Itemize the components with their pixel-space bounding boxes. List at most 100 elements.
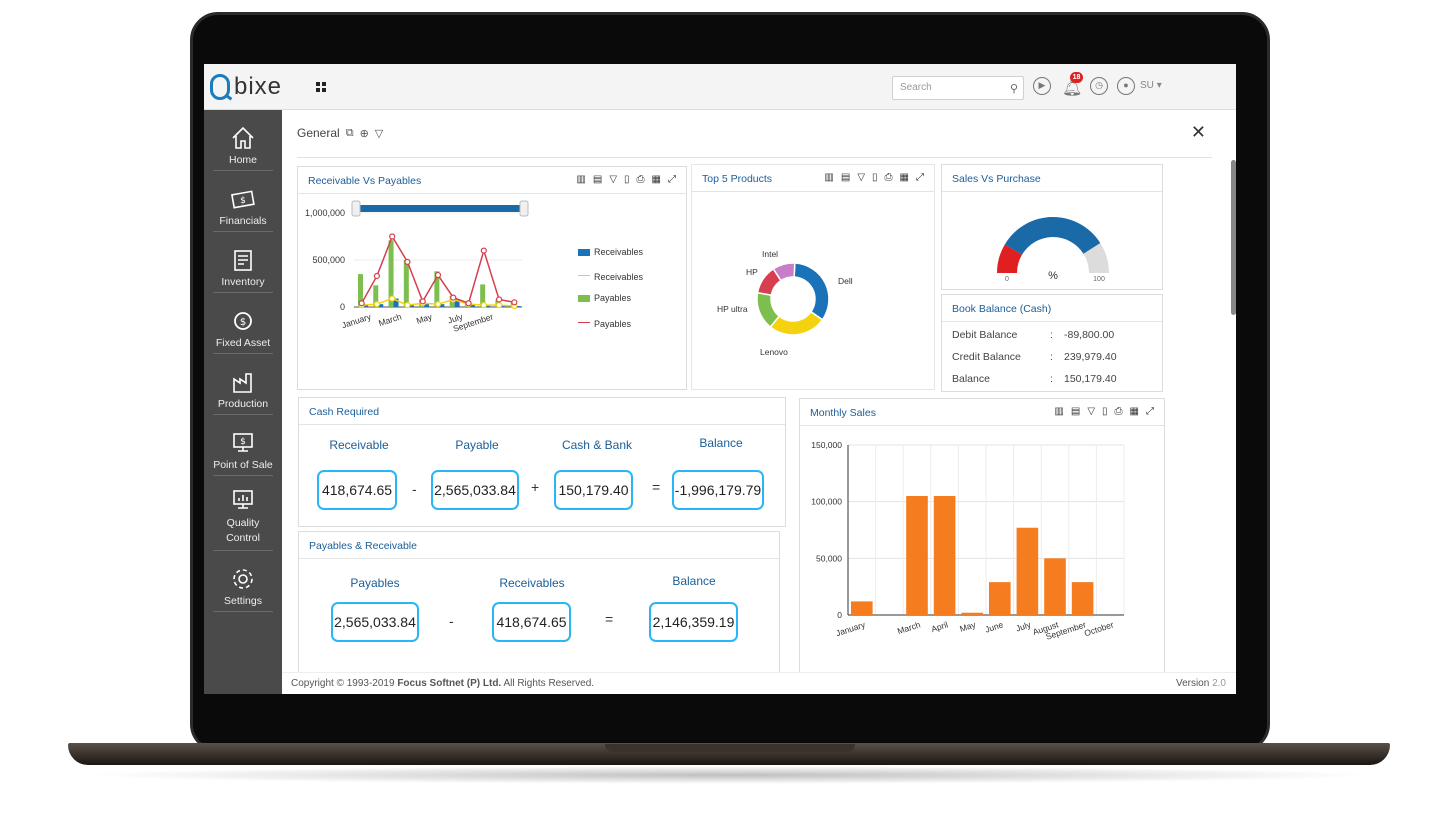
- range-slider-handle-left[interactable]: [351, 200, 361, 217]
- delete-icon[interactable]: ▯: [624, 174, 630, 185]
- receivables-bar[interactable]: [424, 303, 430, 307]
- document-icon[interactable]: ▤: [1070, 406, 1081, 417]
- payables-bar[interactable]: [388, 240, 394, 307]
- range-slider-handle-right[interactable]: [519, 200, 529, 217]
- legend-item[interactable]: Receivables: [578, 247, 643, 257]
- laptop-base: [68, 743, 1390, 765]
- bar-march[interactable]: [906, 496, 928, 615]
- scrollbar[interactable]: [1231, 160, 1236, 315]
- receivables-bar[interactable]: [363, 305, 368, 307]
- history-icon[interactable]: ◷: [1090, 77, 1108, 95]
- delete-icon[interactable]: ▯: [872, 172, 878, 183]
- panel-title: Monthly Sales: [810, 407, 876, 419]
- document-icon[interactable]: ▤: [592, 174, 603, 185]
- payables-bar[interactable]: [403, 260, 409, 307]
- line-point[interactable]: [434, 301, 442, 308]
- bar-june[interactable]: [989, 582, 1011, 615]
- print-icon[interactable]: ⎙: [636, 174, 645, 185]
- chart-type-icon[interactable]: ▥: [1054, 406, 1064, 417]
- expand-icon[interactable]: ⤢: [668, 174, 676, 185]
- add-icon[interactable]: ⊕: [359, 127, 369, 140]
- calendar-icon[interactable]: ▦: [899, 172, 909, 183]
- line-point[interactable]: [419, 298, 426, 305]
- sidebar-item-production[interactable]: Production: [213, 354, 273, 415]
- line-point[interactable]: [450, 294, 457, 301]
- line-point[interactable]: [404, 302, 411, 309]
- payables-bar[interactable]: [373, 285, 379, 307]
- bell-icon[interactable]: 🔔︎: [1062, 80, 1083, 97]
- sidebar-item-point-of-sale[interactable]: $ Point of Sale: [213, 415, 273, 476]
- print-icon[interactable]: ⎙: [1114, 406, 1123, 417]
- line-point[interactable]: [465, 300, 472, 307]
- line-point[interactable]: [434, 271, 442, 279]
- line-point[interactable]: [373, 301, 381, 308]
- slice-intel[interactable]: [772, 262, 796, 282]
- receivables-bar[interactable]: [515, 306, 521, 307]
- document-icon[interactable]: ▤: [840, 172, 851, 183]
- chart-type-icon[interactable]: ▥: [824, 172, 834, 183]
- play-icon[interactable]: ▶: [1033, 77, 1051, 95]
- bar-may[interactable]: [961, 612, 983, 615]
- receivables-bar[interactable]: [378, 304, 384, 307]
- x-tick-label: October: [1083, 619, 1115, 638]
- chart-type-icon[interactable]: ▥: [576, 174, 586, 185]
- panel-cash-required: Cash Required Receivable Payable Cash & …: [298, 397, 786, 527]
- line-point[interactable]: [404, 258, 411, 265]
- user-menu[interactable]: SU ▾: [1140, 80, 1162, 91]
- top5-donut-chart: Intel HP HP ultra Lenovo Dell: [717, 249, 853, 357]
- search-icon[interactable]: ⚲: [1009, 83, 1018, 95]
- bar-september[interactable]: [1071, 582, 1094, 615]
- line-point[interactable]: [511, 299, 518, 306]
- range-slider-track[interactable]: [360, 205, 522, 212]
- payables-bar[interactable]: [480, 284, 486, 307]
- expand-icon[interactable]: ⤢: [1146, 406, 1154, 417]
- receivable-payables-chart: 1,000,000 500,000 0 January March May JulyS…: [305, 200, 529, 334]
- line-point[interactable]: [389, 233, 396, 240]
- filter-icon[interactable]: ▽: [857, 172, 866, 183]
- payables-bar[interactable]: [358, 274, 363, 307]
- sidebar-item-settings[interactable]: Settings: [213, 551, 273, 612]
- line-point[interactable]: [480, 247, 487, 254]
- filter-icon[interactable]: ▽: [1087, 406, 1096, 417]
- legend-item[interactable]: Payables: [578, 317, 631, 330]
- line-point[interactable]: [389, 295, 396, 302]
- filter-icon[interactable]: ▽: [374, 127, 384, 140]
- legend-item[interactable]: Receivables: [578, 270, 643, 283]
- receivables-bar[interactable]: [469, 304, 475, 307]
- receivables-bar[interactable]: [485, 305, 491, 307]
- panel-header: Monthly Sales ▥ ▤ ▽ ▯ ⎙ ▦ ⤢: [800, 399, 1164, 426]
- app-logo[interactable]: bixe: [210, 70, 282, 104]
- line-point[interactable]: [373, 272, 381, 280]
- search-input[interactable]: Search ⚲: [892, 76, 1024, 100]
- receivables-bar[interactable]: [408, 305, 414, 307]
- bar-april[interactable]: [933, 496, 956, 615]
- receivables-bar[interactable]: [439, 304, 445, 307]
- receivables-bar[interactable]: [454, 299, 460, 307]
- line-point[interactable]: [480, 302, 487, 309]
- tools-icon[interactable]: ✕: [1190, 122, 1206, 142]
- avatar-icon[interactable]: ●: [1117, 77, 1135, 95]
- print-icon[interactable]: ⎙: [884, 172, 893, 183]
- sidebar-item-home[interactable]: Home: [213, 110, 273, 171]
- line-point[interactable]: [358, 300, 365, 307]
- line-point[interactable]: [495, 296, 503, 303]
- calendar-icon[interactable]: ▦: [651, 174, 661, 185]
- payables-bar[interactable]: [434, 271, 440, 307]
- legend-item[interactable]: Payables: [578, 293, 631, 303]
- sidebar-item-fixed-asset[interactable]: $ Fixed Asset: [213, 293, 273, 354]
- calendar-icon[interactable]: ▦: [1129, 406, 1139, 417]
- sidebar-item-financials[interactable]: $ Financials: [213, 171, 273, 232]
- chart-view-icon[interactable]: ⧉: [345, 126, 354, 139]
- bar-january[interactable]: [851, 601, 873, 615]
- bar-august[interactable]: [1044, 558, 1066, 615]
- delete-icon[interactable]: ▯: [1102, 406, 1108, 417]
- bar-july[interactable]: [1016, 527, 1039, 615]
- sidebar-item-inventory[interactable]: Inventory: [213, 232, 273, 293]
- expand-icon[interactable]: ⤢: [916, 172, 924, 183]
- filter-icon[interactable]: ▽: [609, 174, 618, 185]
- line-point[interactable]: [495, 302, 503, 309]
- receivables-bar[interactable]: [393, 298, 399, 307]
- apps-grid-icon[interactable]: [316, 82, 326, 92]
- laptop-shadow: [80, 766, 1380, 784]
- sidebar-item-quality-control[interactable]: Quality Control: [213, 476, 273, 551]
